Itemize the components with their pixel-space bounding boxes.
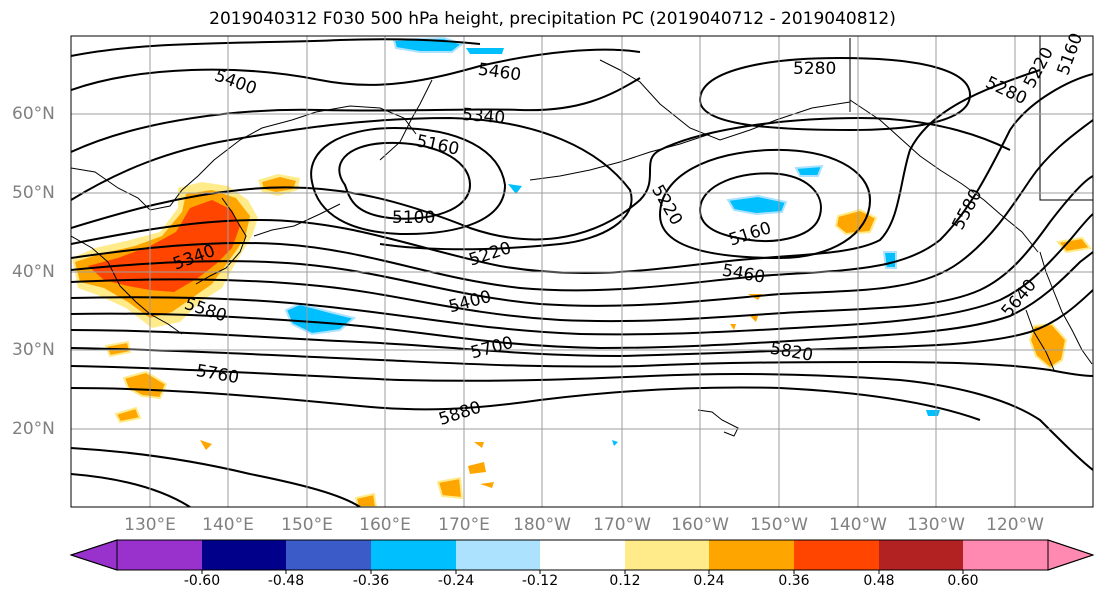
precip-positive-areas [72, 174, 1092, 507]
lat-label: 40°N [12, 262, 55, 282]
lat-label: 50°N [12, 183, 55, 203]
colorbar-segment [540, 540, 625, 570]
contour-label: 5100 [392, 208, 435, 228]
lat-lon-grid [71, 36, 1093, 507]
colorbar-tick-label: -0.12 [521, 573, 559, 589]
colorbar-segment [286, 540, 371, 570]
colorbar-segment [963, 540, 1048, 570]
colorbar-tick-label: -0.48 [267, 573, 305, 589]
contour-label: 5220 [466, 238, 513, 270]
contour-label: 5880 [436, 397, 483, 429]
contour-label: 5220 [1020, 44, 1058, 92]
colorbar-frame [116, 539, 1049, 571]
lon-label: 170°W [593, 515, 651, 535]
map-frame [70, 35, 1094, 508]
lon-label: 130°W [907, 515, 965, 535]
map-title: 2019040312 F030 500 hPa height, precipit… [209, 9, 896, 29]
contour-label: 5760 [194, 361, 240, 388]
lat-label: 20°N [12, 419, 55, 439]
lat-label: 60°N [12, 104, 55, 124]
colorbar [69, 539, 1095, 574]
contour-label: 5220 [647, 181, 686, 228]
lon-label: 150°W [750, 515, 808, 535]
colorbar-extend-high [1047, 539, 1095, 571]
colorbar-tick-label: -0.60 [183, 573, 221, 589]
colorbar-tick-label: 0.60 [947, 573, 979, 589]
lat-label: 30°N [12, 340, 55, 360]
lon-label: 140°E [202, 515, 254, 535]
colorbar-tick-label: 0.48 [863, 573, 895, 589]
lon-label: 160°W [671, 515, 729, 535]
colorbar-tick-label: -0.24 [437, 573, 475, 589]
colorbar-segment [202, 540, 286, 570]
height-contours [71, 38, 1093, 507]
colorbar-extend-low [69, 539, 118, 571]
colorbar-segment [879, 540, 963, 570]
lon-label: 150°E [281, 515, 333, 535]
colorbar-segment [794, 540, 879, 570]
colorbar-segment [456, 540, 540, 570]
contour-label: 5460 [477, 60, 523, 86]
contour-label: 5700 [469, 333, 516, 364]
colorbar-segment [117, 540, 202, 570]
contour-label: 5280 [793, 59, 836, 79]
lon-label: 160°E [359, 515, 411, 535]
colorbar-segment [371, 540, 456, 570]
precip-negative-areas [284, 36, 940, 446]
colorbar-tick-label: 0.36 [778, 573, 810, 589]
colorbar-tick-label: -0.36 [352, 573, 390, 589]
lon-label: 130°E [124, 515, 176, 535]
lon-label: 170°E [438, 515, 490, 535]
lon-label: 120°W [986, 515, 1044, 535]
colorbar-segment [709, 540, 794, 570]
contour-label: 5160 [1054, 30, 1088, 77]
contour-label: 5460 [720, 261, 766, 288]
contour-label: 5340 [461, 105, 506, 129]
lon-label: 140°W [829, 515, 887, 535]
colorbar-segment [625, 540, 709, 570]
colorbar-tick-label: 0.12 [609, 573, 641, 589]
lon-label: 180°W [513, 515, 571, 535]
contour-label: 5160 [726, 218, 773, 250]
colorbar-tick-label: 0.24 [693, 573, 725, 589]
